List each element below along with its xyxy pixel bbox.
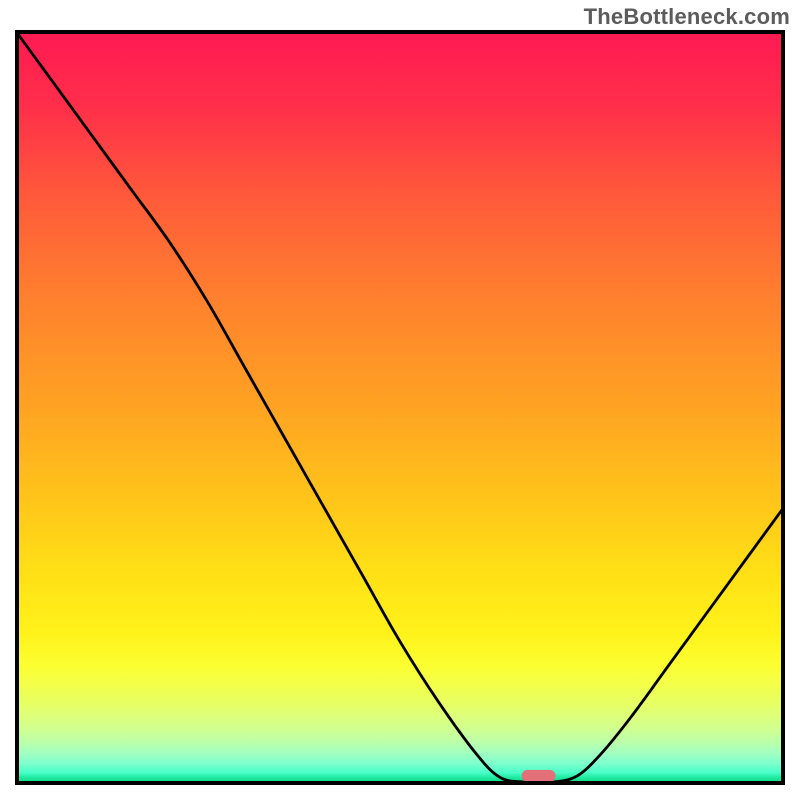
bottleneck-chart [0,0,800,800]
optimal-marker [522,770,556,782]
gradient-background [17,32,783,783]
